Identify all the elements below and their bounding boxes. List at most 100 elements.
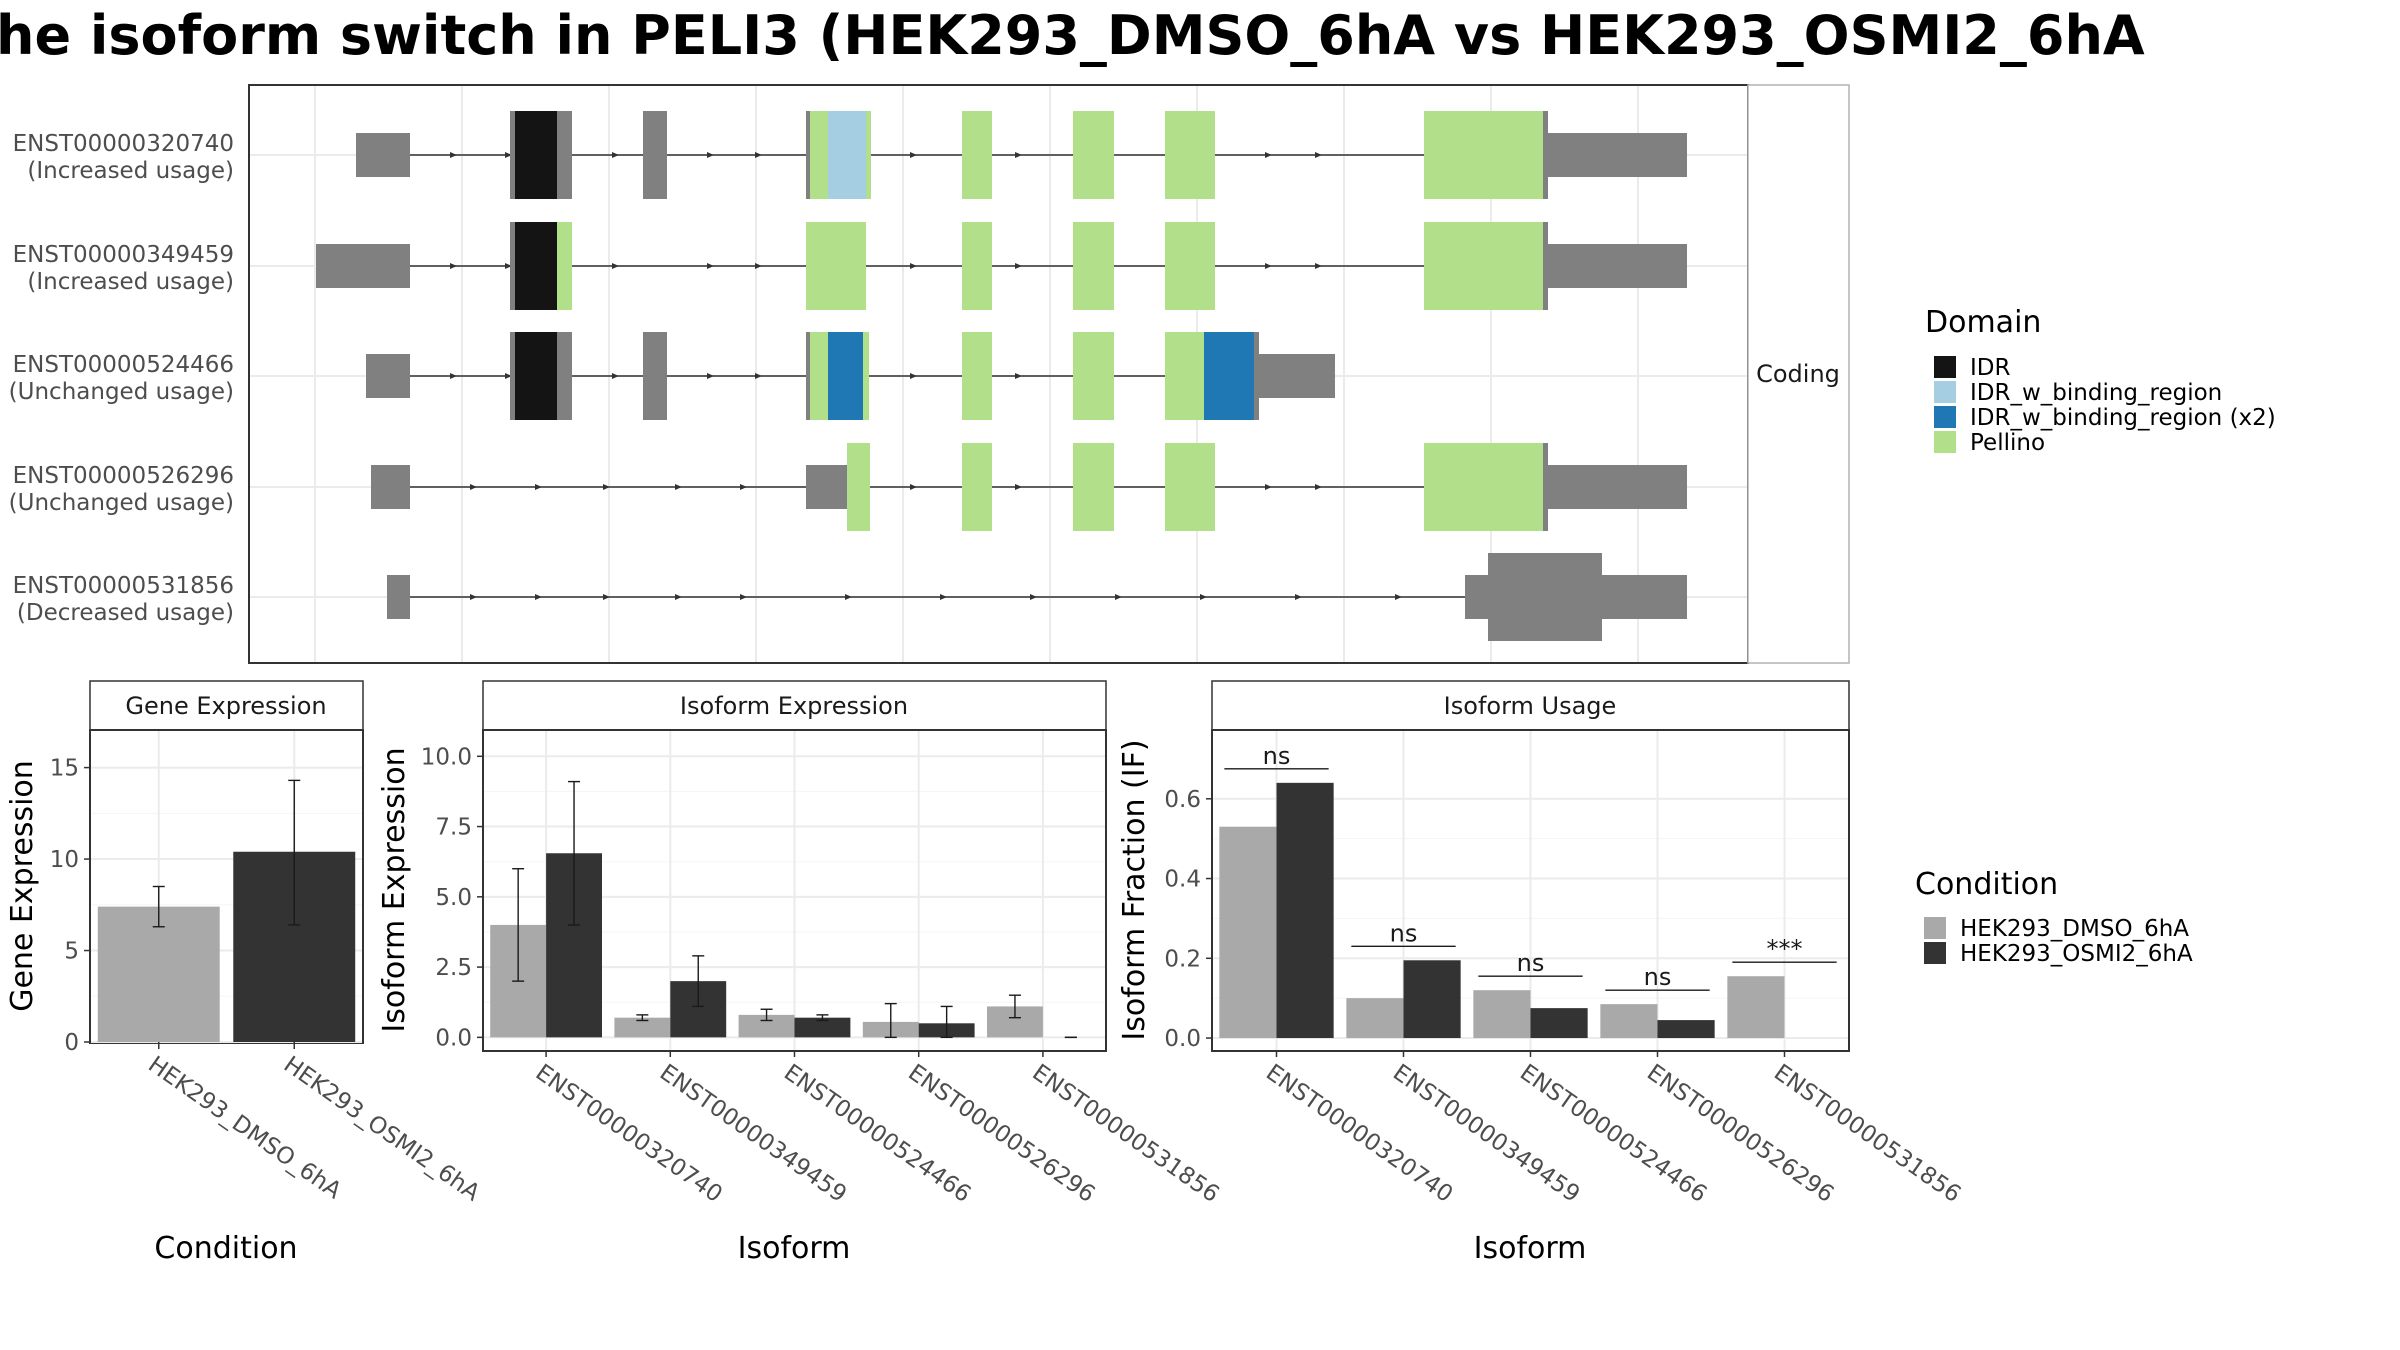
exon-segment bbox=[1204, 332, 1254, 420]
exon-segment bbox=[828, 332, 863, 420]
intron-arrow bbox=[470, 594, 477, 600]
domain-legend-key bbox=[1934, 381, 1956, 403]
bar bbox=[738, 1014, 795, 1038]
bar bbox=[1219, 826, 1277, 1039]
significance-label: *** bbox=[1767, 935, 1803, 963]
exon-segment bbox=[1548, 465, 1687, 509]
transcript-id-label: ENST00000531856 bbox=[13, 573, 234, 599]
exon-segment bbox=[643, 332, 667, 420]
figure-title: he isoform switch in PELI3 (HEK293_DMSO_… bbox=[0, 4, 2145, 67]
isoform-expression-panel: Isoform Expression 0.02.55.07.510.0ENST0… bbox=[377, 680, 1224, 1266]
domain-legend: Domain IDRIDR_w_binding_regionIDR_w_bind… bbox=[1925, 305, 2276, 456]
intron-arrow bbox=[450, 263, 457, 269]
structure-panel: ENST00000320740(Increased usage) ENST0000… bbox=[9, 84, 1850, 664]
domain-legend-label: IDR bbox=[1970, 355, 2010, 381]
exon-segment bbox=[557, 111, 572, 199]
domain-legend-label: Pellino bbox=[1970, 430, 2045, 456]
exon-segment bbox=[366, 354, 410, 398]
bar bbox=[1600, 1004, 1658, 1039]
transcript-id-label: ENST00000349459 bbox=[13, 242, 234, 268]
y-tick-label: 0.0 bbox=[435, 1025, 472, 1051]
gene-expression-x-title: Condition bbox=[154, 1231, 297, 1266]
exon-segment bbox=[515, 111, 557, 199]
intron-arrow bbox=[707, 152, 714, 158]
exon-segment bbox=[962, 222, 992, 310]
intron-arrow bbox=[1030, 594, 1037, 600]
intron-arrow bbox=[740, 594, 747, 600]
transcript-usage-label: (Increased usage) bbox=[27, 158, 234, 184]
domain-legend-label: IDR_w_binding_region bbox=[1970, 380, 2222, 406]
y-tick-label: 0.2 bbox=[1164, 946, 1201, 972]
exon-segment bbox=[1165, 332, 1204, 420]
exon-segment bbox=[847, 443, 870, 531]
exon-segment bbox=[866, 111, 871, 199]
isoform-expression-strip bbox=[482, 680, 1107, 731]
intron-arrow bbox=[940, 594, 947, 600]
bar bbox=[1473, 990, 1531, 1039]
transcript-id-label: ENST00000320740 bbox=[13, 131, 234, 157]
y-tick-label: 10.0 bbox=[421, 744, 472, 770]
isoform-usage-strip-label: Isoform Usage bbox=[1444, 692, 1617, 720]
bar bbox=[97, 906, 220, 1042]
isoform-expression-strip-label: Isoform Expression bbox=[680, 692, 908, 720]
intron-arrow bbox=[470, 484, 477, 490]
intron-arrow bbox=[505, 263, 512, 269]
exon-segment bbox=[1165, 111, 1215, 199]
domain-legend-label: IDR_w_binding_region (x2) bbox=[1970, 405, 2276, 431]
exon-segment bbox=[1465, 575, 1488, 619]
exon-segment bbox=[1073, 222, 1114, 310]
intron-arrow bbox=[505, 152, 512, 158]
y-tick-label: 7.5 bbox=[435, 815, 472, 841]
intron-arrow bbox=[535, 594, 542, 600]
exon-segment bbox=[643, 111, 667, 199]
exon-segment bbox=[1165, 222, 1215, 310]
exon-segment bbox=[557, 332, 572, 420]
transcript-id-label: ENST00000524466 bbox=[13, 352, 234, 378]
exon-segment bbox=[557, 222, 572, 310]
intron-arrow bbox=[910, 373, 917, 379]
intron-arrow bbox=[603, 594, 610, 600]
exon-segment bbox=[1073, 111, 1114, 199]
exon-segment bbox=[1488, 553, 1602, 641]
exon-segment bbox=[806, 332, 810, 420]
y-tick-label: 5 bbox=[64, 939, 79, 965]
bar bbox=[1530, 1008, 1588, 1039]
intron-arrow bbox=[740, 484, 747, 490]
exon-segment bbox=[356, 133, 410, 177]
y-tick-label: 10 bbox=[50, 847, 79, 873]
intron-arrow bbox=[1315, 152, 1322, 158]
exon-segment bbox=[510, 332, 515, 420]
y-tick-label: 0 bbox=[64, 1030, 79, 1056]
exon-segment bbox=[962, 332, 992, 420]
gene-expression-strip bbox=[89, 680, 364, 731]
significance-label: ns bbox=[1263, 742, 1291, 770]
domain-legend-key bbox=[1934, 431, 1956, 453]
intron-arrow bbox=[1115, 594, 1122, 600]
exon-segment bbox=[806, 111, 810, 199]
intron-arrow bbox=[1315, 263, 1322, 269]
intron-arrow bbox=[755, 152, 762, 158]
bar bbox=[1276, 782, 1334, 1039]
exon-segment bbox=[962, 111, 992, 199]
bar bbox=[1727, 976, 1785, 1039]
condition-legend-title: Condition bbox=[1915, 867, 2058, 902]
intron-arrow bbox=[612, 373, 619, 379]
exon-segment bbox=[962, 443, 992, 531]
transcript-id-label: ENST00000526296 bbox=[13, 463, 234, 489]
intron-arrow bbox=[755, 373, 762, 379]
intron-arrow bbox=[1015, 484, 1022, 490]
domain-legend-key bbox=[1934, 356, 1956, 378]
intron-arrow bbox=[675, 594, 682, 600]
condition-legend-key bbox=[1924, 917, 1946, 939]
intron-arrow bbox=[1265, 484, 1272, 490]
bar bbox=[614, 1017, 671, 1038]
exon-segment bbox=[1424, 111, 1543, 199]
significance-label: ns bbox=[1644, 963, 1672, 991]
intron-arrow bbox=[1315, 484, 1322, 490]
intron-arrow bbox=[505, 373, 512, 379]
transcript-usage-label: (Unchanged usage) bbox=[9, 490, 234, 516]
intron-arrow bbox=[1265, 152, 1272, 158]
isoform-expression-y-title: Isoform Expression bbox=[377, 747, 412, 1032]
